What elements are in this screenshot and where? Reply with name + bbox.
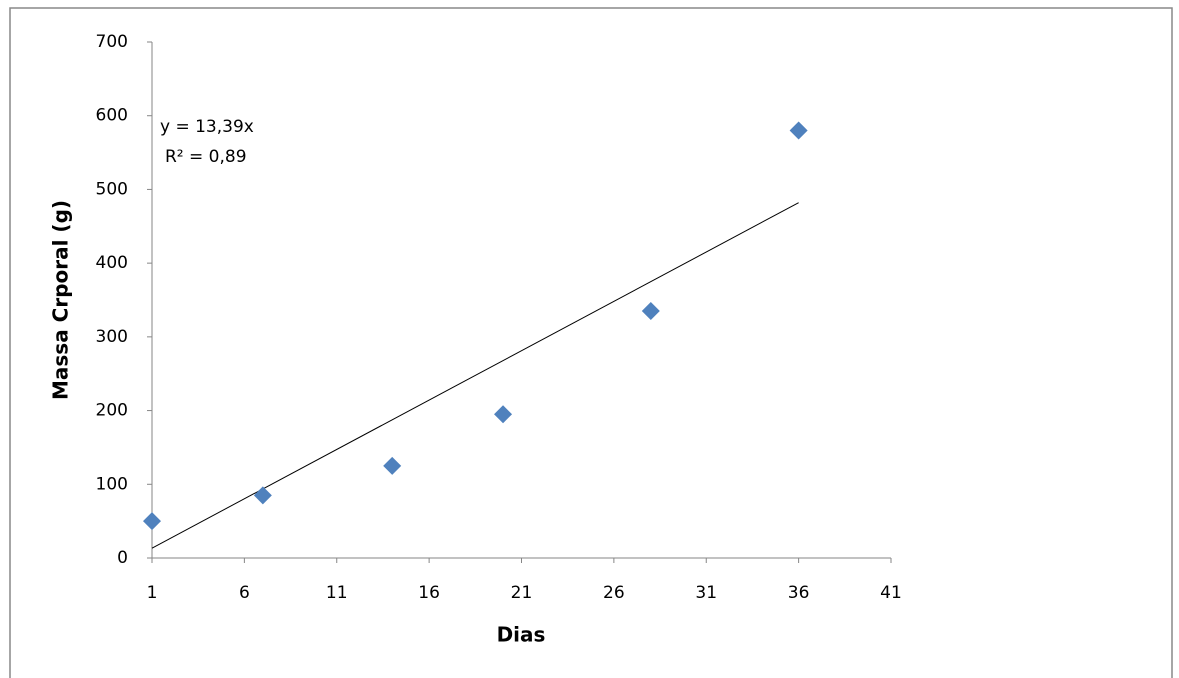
y-tick-label: 100 xyxy=(96,474,128,494)
data-point xyxy=(494,405,513,424)
data-point xyxy=(383,456,402,475)
chart-frame xyxy=(9,7,1173,678)
x-tick-label: 6 xyxy=(239,583,250,603)
data-point xyxy=(253,486,272,505)
x-tick-label: 11 xyxy=(326,583,348,603)
x-tick-label: 21 xyxy=(511,583,533,603)
y-tick-label: 700 xyxy=(96,32,128,52)
y-tick-label: 500 xyxy=(96,179,128,199)
y-tick-label: 400 xyxy=(96,253,128,273)
x-tick-label: 26 xyxy=(603,583,625,603)
x-tick-label: 36 xyxy=(788,583,810,603)
annotation: R² = 0,89 xyxy=(165,147,247,167)
y-tick-label: 300 xyxy=(96,327,128,347)
annotation: y = 13,39x xyxy=(160,117,254,137)
y-tick-label: 0 xyxy=(117,548,128,568)
x-tick-label: 1 xyxy=(147,583,158,603)
y-axis-title: Massa Crporal (g) xyxy=(49,200,73,400)
data-point xyxy=(789,121,808,140)
data-point xyxy=(143,512,161,531)
y-tick-label: 200 xyxy=(96,401,128,421)
y-tick-label: 600 xyxy=(96,106,128,126)
x-tick-label: 16 xyxy=(418,583,440,603)
data-point xyxy=(641,302,660,321)
x-tick-label: 31 xyxy=(695,583,717,603)
x-tick-label: 41 xyxy=(880,583,902,603)
x-axis-title: Dias xyxy=(497,623,546,647)
